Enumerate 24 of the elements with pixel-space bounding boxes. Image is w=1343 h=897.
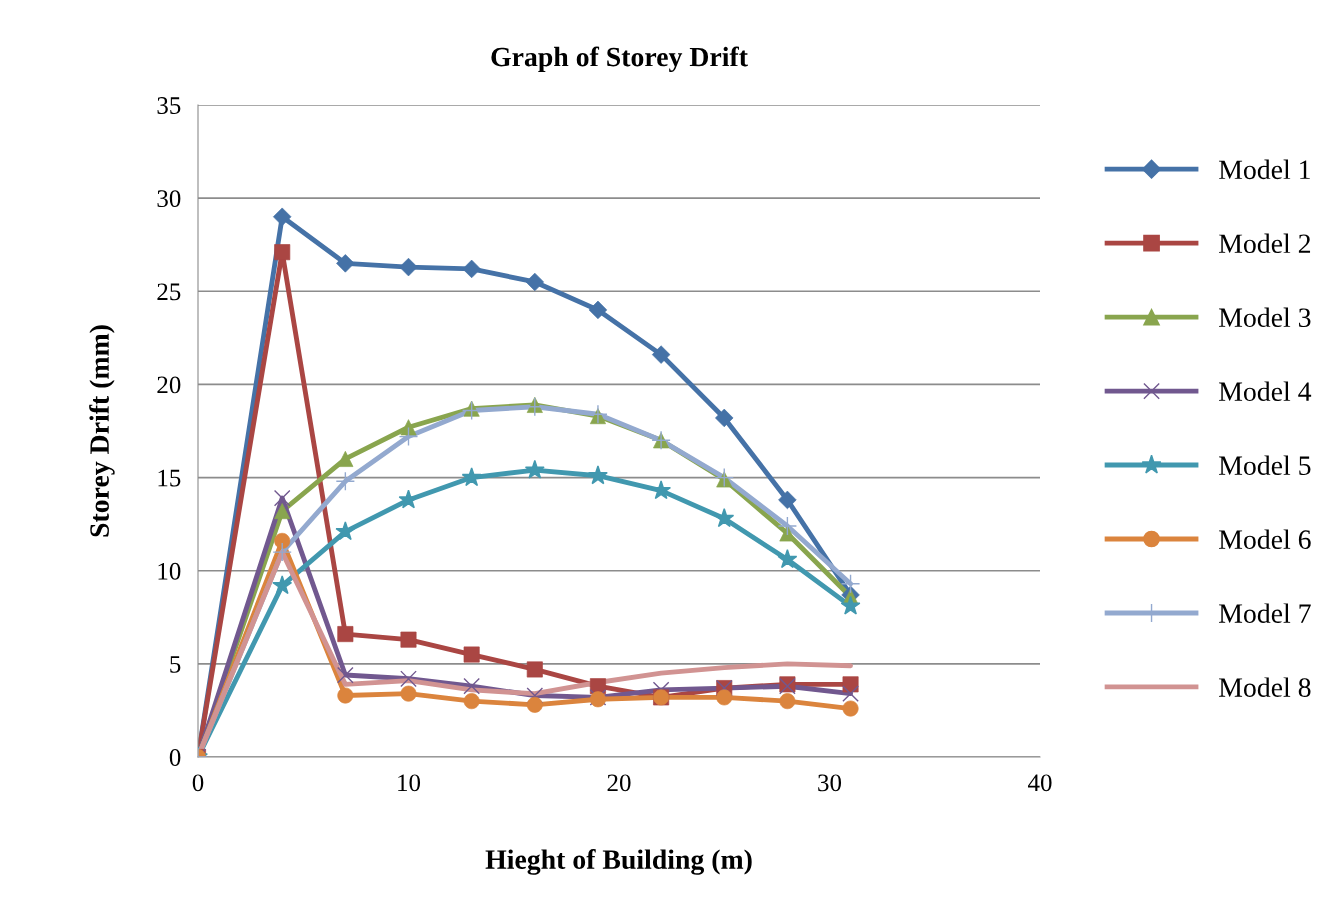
x-tick-label: 10 [398,774,421,792]
legend-label: Model 8 [1219,677,1311,697]
y-axis-title: Storey Drift (mm) [89,325,115,537]
y-tick-label: 0 [169,749,181,766]
chart-title: Graph of Storey Drift [491,46,748,73]
x-tick-label: 20 [607,774,631,792]
y-tick-label: 10 [158,562,181,580]
legend-label: Model 5 [1219,455,1311,476]
legend-label: Model 4 [1219,381,1312,402]
legend-label: Model 1 [1219,159,1310,180]
y-tick-label: 30 [157,190,181,208]
legend-label: Model 6 [1219,529,1311,549]
legend-label: Model 7 [1219,603,1311,623]
x-tick-label: 0 [192,774,204,792]
x-axis-title: Hieght of Building (m) [485,849,752,875]
y-tick-label: 5 [170,656,181,673]
legend-label: Model 3 [1219,307,1311,328]
y-tick-label: 35 [157,97,181,114]
x-tick-label: 40 [1027,774,1052,792]
legend-label: Model 2 [1219,233,1311,254]
y-tick-label: 25 [157,283,181,301]
y-tick-label: 20 [157,376,181,394]
x-tick-label: 30 [818,774,842,792]
y-tick-label: 15 [158,469,181,487]
